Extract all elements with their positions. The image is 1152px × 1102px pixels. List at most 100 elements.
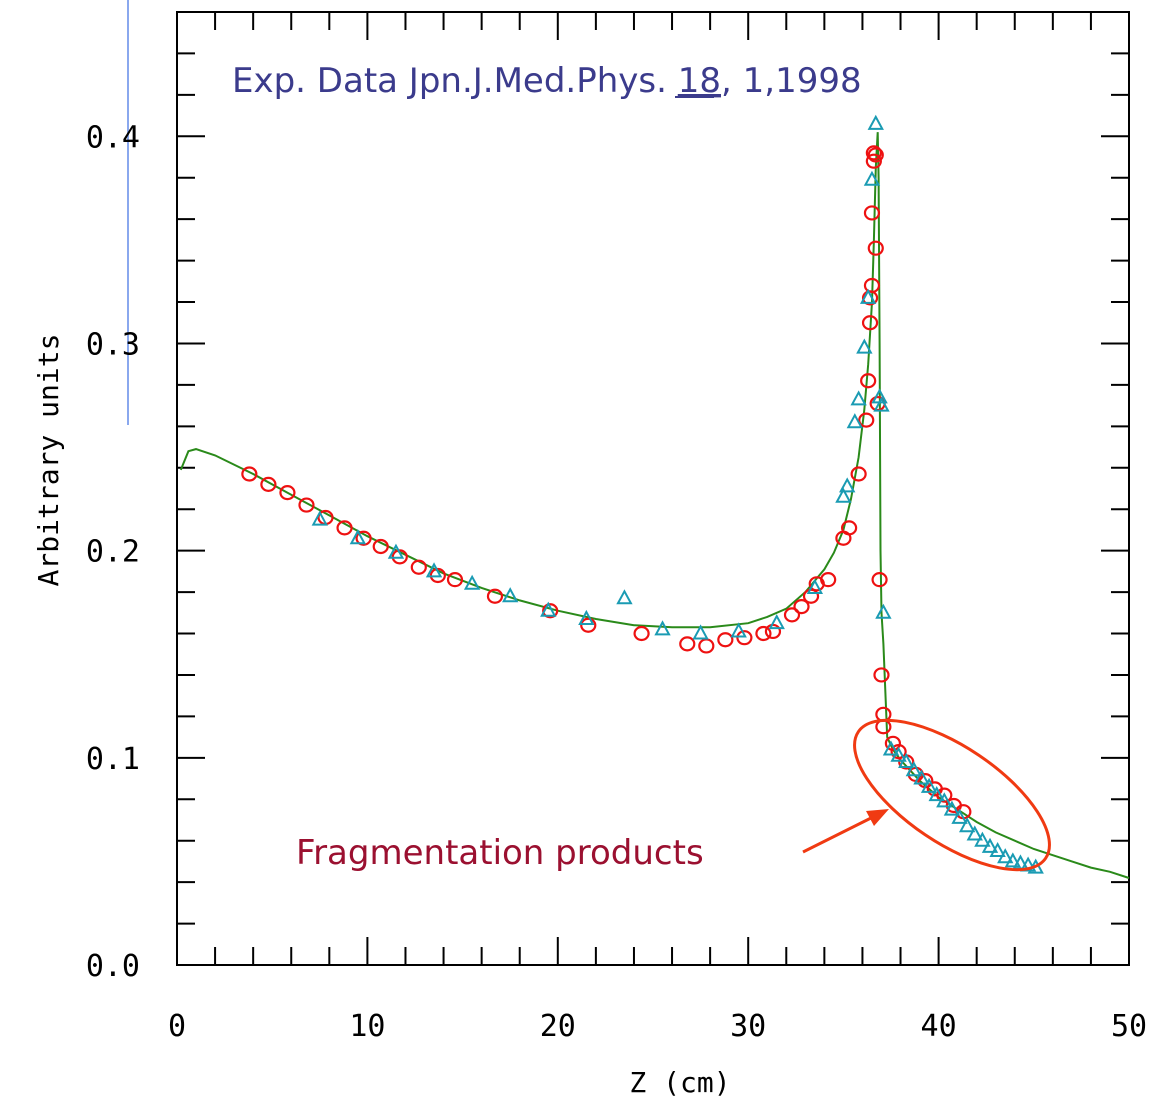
x-tick-label: 20 [540, 1009, 576, 1044]
axis-ticks [176, 11, 1130, 966]
circle-point [783, 607, 801, 623]
x-tick-label: 0 [168, 1009, 186, 1044]
x-axis-title: Z (cm) [629, 1066, 730, 1099]
triangle-point [856, 338, 873, 354]
circle-point [764, 623, 782, 640]
triangle-point [882, 740, 900, 756]
circle-data-series [241, 145, 972, 820]
circle-point [410, 559, 427, 575]
triangle-point [898, 752, 915, 768]
triangle-point [502, 587, 519, 603]
circle-point [841, 520, 858, 536]
triangle-point [463, 574, 481, 590]
triangle-point [578, 609, 595, 626]
circle-point [580, 617, 597, 633]
triangle-point [989, 841, 1006, 858]
triangle-point [835, 487, 852, 503]
y-tick-label: 0.0 [86, 949, 140, 984]
triangle-point [875, 603, 892, 619]
triangle-point [806, 578, 824, 594]
fragmentation-ellipse [853, 718, 1051, 872]
triangle-point [913, 769, 930, 785]
triangle-point [616, 589, 633, 605]
circle-point [867, 240, 884, 256]
circle-point [279, 485, 296, 501]
triangle-point [425, 562, 443, 578]
circle-point [936, 787, 953, 803]
triangle-point [981, 837, 999, 853]
triangle-point [768, 614, 785, 630]
circle-point [861, 315, 879, 331]
triangle-point [920, 777, 938, 793]
circle-point [260, 476, 277, 492]
triangle-point [1004, 852, 1022, 868]
triangle-point [859, 288, 877, 304]
tick-labels: 0 10 20 30 40 50 0.0 0.1 0.2 0.3 0.4 [86, 120, 1147, 1044]
circle-point [863, 205, 881, 221]
triangle-point [951, 808, 968, 824]
reference-volume: 18 [678, 61, 721, 101]
triangle-point [936, 792, 953, 808]
circle-point [355, 530, 372, 546]
x-tick-label: 40 [921, 1009, 957, 1044]
circle-point [871, 572, 888, 588]
circle-point [820, 572, 837, 588]
triangle-point [839, 477, 856, 493]
reference-annotation: Exp. Data Jpn.J.Med.Phys. 18, 1,1998 [232, 61, 862, 101]
circle-point [372, 538, 389, 555]
circle-point [446, 572, 464, 588]
triangle-point [540, 601, 557, 617]
circle-point [850, 466, 867, 482]
triangle-point [974, 831, 991, 847]
triangle-point [692, 624, 709, 640]
circle-point [793, 598, 810, 615]
circle-point [717, 632, 734, 648]
y-tick-label: 0.4 [86, 120, 140, 155]
circle-point [633, 625, 650, 642]
circle-point [865, 145, 882, 161]
triangle-point [867, 114, 884, 130]
triangle-point [349, 529, 367, 545]
circle-point [890, 744, 907, 760]
triangle-point [890, 746, 907, 762]
triangle-point [966, 825, 983, 841]
triangle-point [730, 622, 747, 638]
triangle-data-series [311, 114, 1044, 874]
circle-point [873, 667, 890, 683]
triangle-point [387, 543, 405, 559]
circle-point [858, 412, 875, 428]
fragmentation-label: Fragmentation products [296, 833, 704, 873]
reference-suffix: , 1,1998 [721, 61, 862, 101]
x-tick-label: 30 [730, 1009, 766, 1044]
fragmentation-arrow-head [866, 809, 889, 826]
triangle-point [311, 510, 328, 526]
circle-point [755, 625, 772, 642]
circle-point [679, 636, 696, 652]
circle-point [486, 588, 504, 604]
triangle-point [654, 620, 671, 636]
simulation-curve-path [179, 132, 1130, 879]
y-tick-label: 0.3 [86, 327, 140, 362]
triangle-point [943, 800, 961, 816]
y-tick-label: 0.2 [86, 535, 140, 570]
triangle-point [997, 848, 1014, 864]
triangle-point [846, 413, 864, 429]
x-tick-label: 50 [1111, 1009, 1147, 1044]
circle-point [802, 588, 820, 604]
triangle-point [1019, 856, 1037, 872]
fragmentation-arrow-shaft [802, 814, 876, 854]
triangle-point [958, 817, 976, 833]
plot-frame [176, 11, 1130, 966]
y-tick-label: 0.1 [86, 742, 140, 777]
circle-point [241, 466, 258, 482]
triangle-point [873, 396, 890, 412]
circle-point [698, 638, 715, 654]
circle-point [736, 630, 753, 646]
triangle-point [863, 170, 881, 186]
circle-point [542, 603, 559, 619]
triangle-point [928, 786, 945, 802]
circle-point [336, 520, 353, 536]
triangle-point [905, 761, 923, 777]
circle-point [867, 147, 884, 163]
